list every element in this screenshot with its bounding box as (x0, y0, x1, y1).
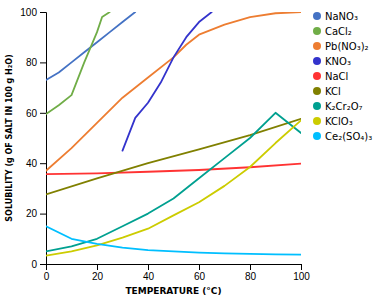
tick: 40 (26, 158, 46, 169)
legend-item: NaNO₃ (313, 11, 358, 22)
tick-mark (301, 264, 302, 270)
tick: 100 (293, 264, 310, 282)
legend-marker (313, 132, 321, 140)
tick-mark (40, 214, 46, 215)
legend-label: KClO₃ (325, 116, 353, 127)
legend-item: K₂Cr₂O₇ (313, 101, 363, 112)
legend-marker (313, 102, 321, 110)
axis-line (47, 265, 302, 271)
legend-marker (313, 87, 321, 95)
series-line (46, 120, 301, 255)
x-axis-title: TEMPERATURE (°C) (125, 286, 221, 296)
tick-label: 20 (92, 271, 104, 282)
legend-label: NaCl (325, 71, 348, 82)
tick: 100 (20, 7, 46, 18)
tick-mark (148, 264, 149, 270)
tick-label: 100 (20, 7, 37, 18)
tick-mark (40, 62, 46, 63)
tick-mark (250, 264, 251, 270)
tick: 80 (26, 57, 46, 68)
tick-label: 0 (44, 271, 50, 282)
legend-label: KCl (325, 86, 341, 97)
legend: NaNO₃ CaCl₂ Pb(NO₃)₂ KNO₃ NaCl KCl K₂Cr₂O₇ KClO… (313, 11, 372, 142)
tick: 80 (245, 264, 257, 282)
tick-mark (199, 264, 200, 270)
tick: 40 (143, 264, 155, 282)
tick-label: 100 (293, 271, 310, 282)
legend-label: KNO₃ (325, 56, 351, 67)
tick-mark (97, 264, 98, 270)
legend-marker (313, 117, 321, 125)
legend-item: CaCl₂ (313, 26, 352, 37)
legend-item: Pb(NO₃)₂ (313, 41, 369, 52)
plot: 0 20 40 60 80 100 0 20 40 60 80 100 (20, 7, 310, 282)
series-line (46, 12, 110, 114)
legend-marker (313, 27, 321, 35)
series-line (46, 164, 301, 174)
y-axis: 0 20 40 60 80 100 (20, 7, 46, 270)
tick-mark (40, 113, 46, 114)
tick: 0 (44, 264, 50, 282)
tick: 0 (31, 259, 46, 270)
legend-marker (313, 72, 321, 80)
x-axis: 0 20 40 60 80 100 (44, 264, 311, 282)
legend-item: Ce₂(SO₄)₃ (313, 131, 372, 142)
legend-marker (313, 57, 321, 65)
tick-label: 60 (194, 271, 206, 282)
legend-label: CaCl₂ (325, 26, 352, 37)
legend-label: Ce₂(SO₄)₃ (325, 131, 372, 142)
tick-label: 40 (143, 271, 155, 282)
y-axis-title: SOLUBILITY (g OF SALT IN 100 g H₂O) (5, 54, 14, 221)
legend-item: KNO₃ (313, 56, 351, 67)
tick-mark (40, 264, 46, 265)
tick-label: 80 (26, 57, 38, 68)
tick-label: 80 (245, 271, 257, 282)
tick: 20 (26, 208, 46, 219)
series-line (46, 226, 301, 254)
series-line (46, 119, 301, 195)
tick-mark (40, 163, 46, 164)
lines (46, 12, 301, 256)
legend-label: K₂Cr₂O₇ (325, 101, 363, 112)
legend-marker (313, 42, 321, 50)
tick: 20 (92, 264, 104, 282)
chart: 0 20 40 60 80 100 0 20 40 60 80 100 TEMPERATURE (°C)… (0, 0, 389, 300)
axis-line (40, 13, 47, 265)
series-line (123, 12, 212, 151)
tick-label: 40 (26, 158, 38, 169)
tick: 60 (26, 108, 46, 119)
legend-item: KClO₃ (313, 116, 353, 127)
legend-label: Pb(NO₃)₂ (325, 41, 369, 52)
tick-label: 0 (31, 259, 37, 270)
legend-item: NaCl (313, 71, 348, 82)
tick-mark (40, 12, 46, 13)
series-line (46, 12, 301, 171)
tick: 60 (194, 264, 206, 282)
legend-label: NaNO₃ (325, 11, 358, 22)
series-line (46, 113, 301, 252)
tick-label: 20 (26, 208, 38, 219)
legend-marker (313, 12, 321, 20)
tick-label: 60 (26, 108, 38, 119)
legend-item: KCl (313, 86, 341, 97)
